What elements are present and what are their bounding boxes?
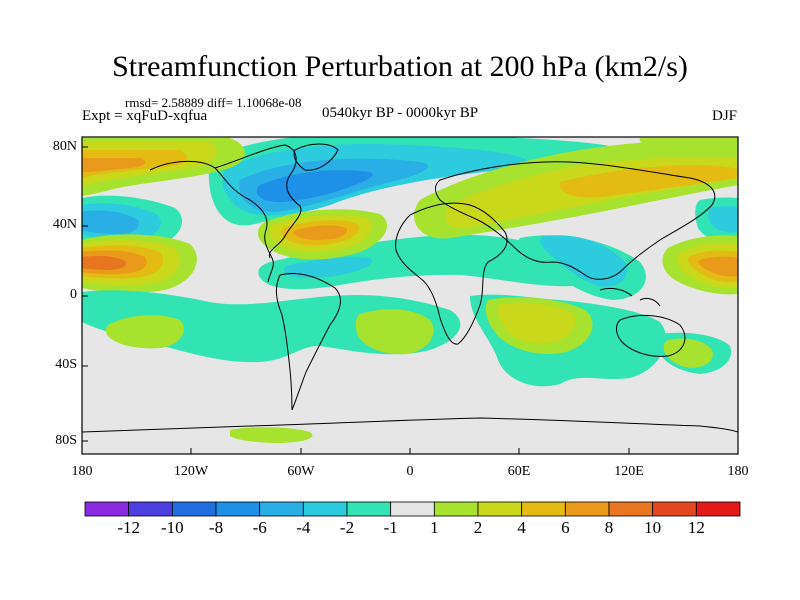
maritime-continent xyxy=(599,287,661,307)
x-tick-0: 0 xyxy=(406,464,414,479)
y-tick-40n: 40N xyxy=(52,217,77,232)
plot-title: Streamfunction Perturbation at 200 hPa (… xyxy=(112,50,688,83)
colorbar-swatch xyxy=(695,501,741,517)
positive-pacific-east xyxy=(662,235,738,295)
experiment-label: Expt = xqFuD-xqfua xyxy=(82,108,208,124)
positive-eurasia-band xyxy=(414,139,738,239)
colorbar-swatch xyxy=(84,501,130,517)
colorbar-label: -10 xyxy=(160,518,184,537)
colorbar-label: 4 xyxy=(517,518,526,537)
positive-southern xyxy=(105,297,713,443)
colorbar-swatch xyxy=(521,501,566,517)
positive-pacific-west xyxy=(82,234,197,294)
colorbar-swatch xyxy=(346,501,392,517)
colorbar-swatch xyxy=(302,501,348,517)
colorbar-swatch xyxy=(259,501,304,517)
colorbar-label: -12 xyxy=(117,518,140,537)
colorbar-swatch xyxy=(477,501,523,517)
y-tick-80s: 80S xyxy=(55,433,77,448)
y-tick-0: 0 xyxy=(70,287,77,302)
colorbar-swatch xyxy=(433,501,479,517)
colorbar-label: 6 xyxy=(561,518,570,537)
colorbar-label: 2 xyxy=(473,518,483,537)
y-tick-40s: 40S xyxy=(55,357,77,372)
australia xyxy=(616,315,686,357)
positive-atlantic xyxy=(257,209,388,260)
colorbar xyxy=(84,501,741,517)
colorbar-swatch xyxy=(171,501,217,517)
colorbar-swatch xyxy=(390,501,435,517)
colorbar-label: 12 xyxy=(687,518,705,537)
eurasia xyxy=(435,161,716,280)
season-label: DJF xyxy=(712,108,738,124)
north-america-east-coast xyxy=(214,144,302,259)
colorbar-swatch xyxy=(652,501,697,517)
colorbar-label: -8 xyxy=(208,518,224,537)
x-tick-180w: 180 xyxy=(71,464,93,479)
colorbar-swatch xyxy=(564,501,610,517)
negative-arctic-region xyxy=(208,137,640,226)
colorbar-swatch xyxy=(608,501,654,517)
colorbar-label: 8 xyxy=(604,518,614,537)
positive-polar xyxy=(82,138,738,196)
colorbar-swatch xyxy=(215,501,261,517)
colorbar-label: -1 xyxy=(383,518,398,537)
x-tick-60e: 60E xyxy=(507,464,531,479)
stats-label: rmsd= 2.58889 diff= 1.10068e-08 xyxy=(125,95,302,110)
negative-pacific-west xyxy=(82,195,183,248)
colorbar-label: -4 xyxy=(296,518,311,537)
coastlines xyxy=(82,143,738,433)
antarctica-coast xyxy=(82,417,738,433)
axis-ticks xyxy=(82,146,630,454)
period-label: 0540kyr BP - 0000kyr BP xyxy=(322,105,479,121)
x-tick-120e: 120E xyxy=(614,464,644,479)
colorbar-label: -2 xyxy=(339,518,355,537)
colorbar-label: 10 xyxy=(644,518,662,537)
x-tick-60w: 60W xyxy=(287,464,315,479)
colorbar-label: 1 xyxy=(430,518,439,537)
colorbar-label: -6 xyxy=(252,518,267,537)
x-tick-180e: 180 xyxy=(727,464,749,479)
colorbar-swatch xyxy=(128,501,173,517)
y-tick-80n: 80N xyxy=(52,139,77,154)
south-america-east xyxy=(279,273,341,411)
x-tick-120w: 120W xyxy=(173,464,209,479)
greenland xyxy=(293,143,339,171)
contour-field xyxy=(82,137,738,454)
negative-pacific-east xyxy=(695,197,738,242)
africa xyxy=(395,202,508,345)
north-america-west-coast xyxy=(149,160,274,283)
south-america-west xyxy=(275,274,293,411)
